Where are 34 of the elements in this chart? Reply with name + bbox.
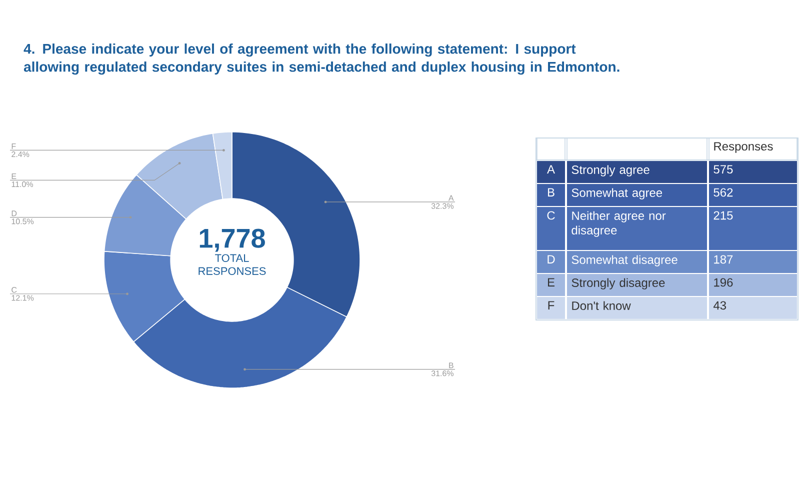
slice-label: D — [12, 210, 17, 216]
text: TOTAL RESPONSES — [198, 254, 266, 275]
text: 1,778 — [200, 228, 265, 252]
category-label: A — [547, 165, 555, 174]
category-label: B — [548, 188, 554, 196]
text: Don't know — [572, 301, 631, 310]
slice-label: E — [12, 174, 16, 180]
text: Strongly agree — [572, 165, 650, 176]
category-label: C — [547, 211, 555, 220]
data-label: 31.6% — [431, 370, 454, 376]
data-label: 562 — [714, 188, 733, 197]
data-label: 196 — [714, 278, 733, 287]
category-label: F — [548, 301, 554, 310]
data-label: 187 — [714, 255, 733, 264]
data-label: 11.0% — [12, 181, 34, 188]
legend-title: Responses — [714, 142, 773, 153]
category-label: D — [548, 255, 555, 264]
text: Neither agree nor disagree — [572, 211, 666, 237]
data-label: 10.5% — [12, 218, 34, 224]
data-label: 575 — [714, 165, 733, 174]
data-label: 215 — [714, 211, 733, 220]
category-label: E — [548, 278, 554, 286]
chart-title: 4. Please indicate your level of agreement with the following statement: I support allowing regulated secondary suites in semi-detached and duplex housing in Edmonton. — [24, 44, 620, 75]
data-label: 2.4% — [12, 151, 30, 158]
data-label: 43 — [713, 301, 726, 310]
text: Somewhat agree — [572, 188, 662, 200]
data-label: 32.3% — [431, 203, 454, 209]
slice-label: C — [12, 287, 17, 293]
slice-label: F — [12, 144, 16, 150]
slice-label: A — [448, 195, 454, 201]
text: Strongly disagree — [572, 278, 665, 290]
data-label: 12.1% — [12, 295, 34, 301]
slice-label: B — [449, 362, 454, 368]
text: Somewhat disagree — [572, 255, 678, 266]
